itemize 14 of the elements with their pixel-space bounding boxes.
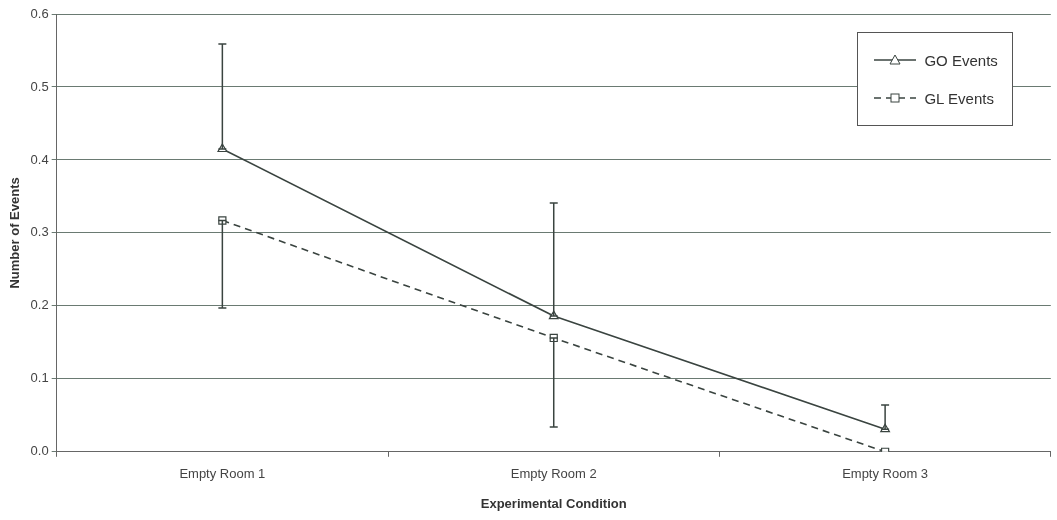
y-tick-label: 0.5: [30, 78, 49, 94]
y-tick-label: 0.1: [30, 370, 49, 386]
y-axis-title: Number of Events: [7, 177, 23, 289]
legend-label: GO Events: [924, 51, 998, 69]
y-tick-label: 0.3: [30, 224, 49, 240]
x-tick-label: Empty Room 2: [510, 466, 597, 482]
y-tick-label: 0.2: [30, 297, 49, 313]
legend-label: GL Events: [924, 89, 994, 107]
y-tick-label: 0.0: [30, 443, 49, 459]
y-tick-label: 0.4: [30, 151, 49, 167]
y-tick-label: 0.6: [30, 5, 49, 21]
x-axis-title: Experimental Condition: [480, 495, 627, 511]
x-tick-label: Empty Room 1: [179, 466, 266, 482]
x-tick-label: Empty Room 3: [842, 466, 929, 482]
